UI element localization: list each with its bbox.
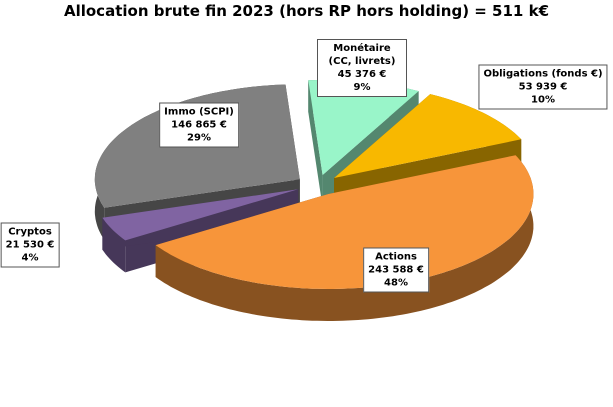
label-name: Immo (SCPI) bbox=[164, 106, 234, 118]
data-label: Immo (SCPI) 146 865 €29% bbox=[159, 102, 239, 148]
slice bbox=[155, 155, 534, 289]
label-percent: 4% bbox=[21, 252, 39, 264]
data-label: Actions 243 588 €48% bbox=[363, 247, 429, 293]
label-percent: 29% bbox=[187, 132, 211, 144]
label-percent: 9% bbox=[353, 82, 371, 93]
slice-side bbox=[155, 155, 534, 321]
label-value: 53 939 € bbox=[518, 81, 568, 93]
data-label: Cryptos 21 530 €4% bbox=[0, 222, 60, 268]
label-name: Obligations (fonds €) bbox=[483, 68, 603, 80]
label-value: 21 530 € bbox=[5, 239, 55, 251]
chart-title: Allocation brute fin 2023 (hors RP hors … bbox=[63, 2, 550, 20]
label-name: Actions bbox=[375, 251, 417, 263]
slice bbox=[308, 80, 419, 175]
label-percent: 10% bbox=[531, 94, 555, 106]
label-name: Cryptos bbox=[8, 226, 52, 238]
slice bbox=[334, 94, 522, 178]
slice-side bbox=[102, 217, 126, 273]
label-value: 146 865 € bbox=[171, 119, 227, 131]
data-label: Obligations (fonds €) 53 939 €10% bbox=[478, 64, 608, 110]
slice bbox=[102, 189, 299, 241]
label-name: Monétaire (CC, livrets) bbox=[328, 43, 396, 67]
label-value: 45 376 € bbox=[337, 69, 387, 80]
slice-side bbox=[102, 189, 299, 250]
label-percent: 48% bbox=[384, 277, 408, 289]
label-value: 243 588 € bbox=[368, 264, 424, 276]
data-label: Monétaire (CC, livrets) 45 376 € 9% bbox=[317, 39, 407, 97]
